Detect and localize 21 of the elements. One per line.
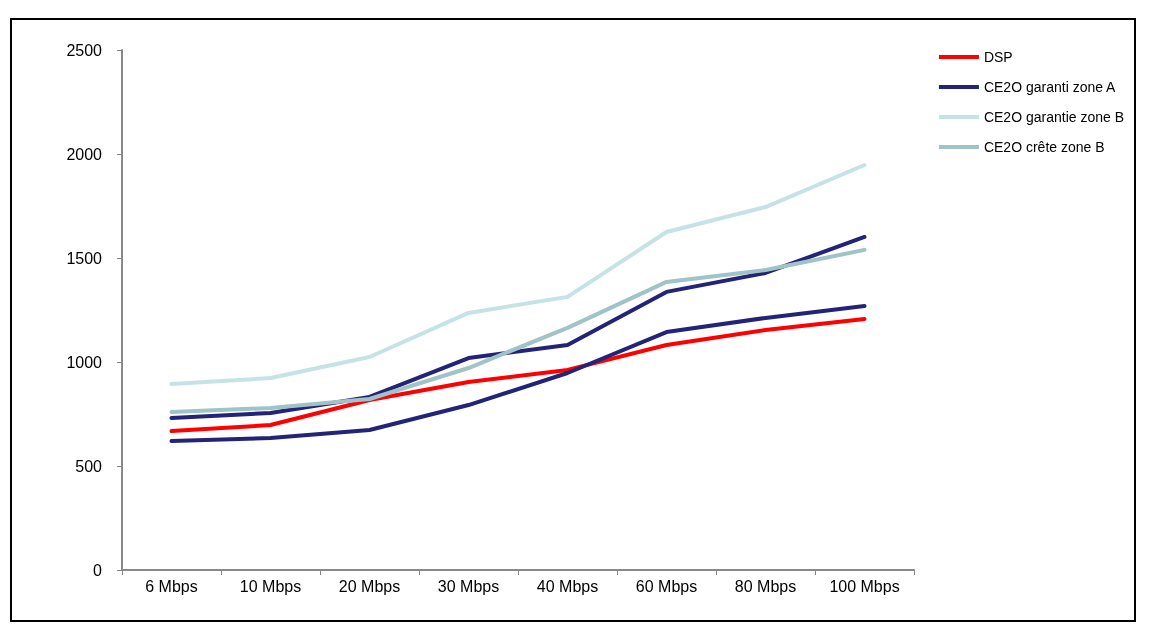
y-tick-label: 500 bbox=[75, 457, 103, 475]
x-tick-label: 100 Mbps bbox=[829, 577, 900, 595]
x-tick-label: 10 Mbps bbox=[239, 577, 302, 595]
y-tick-label: 1000 bbox=[66, 353, 103, 371]
y-tick-label: 1500 bbox=[66, 249, 103, 267]
line-series bbox=[169, 304, 867, 444]
legend-label: DSP bbox=[983, 49, 1013, 65]
line-series bbox=[169, 163, 867, 387]
legend-label: CE2O garantie zone B bbox=[983, 109, 1125, 125]
line-series bbox=[169, 316, 867, 434]
x-tick-label: 30 Mbps bbox=[437, 577, 500, 595]
x-tick-label: 6 Mbps bbox=[145, 577, 198, 595]
x-tick-label: 40 Mbps bbox=[536, 577, 599, 595]
legend-label: CE2O garanti zone A bbox=[983, 79, 1117, 95]
y-tick-label: 2500 bbox=[66, 41, 103, 59]
x-tick-label: 60 Mbps bbox=[635, 577, 698, 595]
y-tick-label: 2000 bbox=[66, 145, 103, 163]
y-tick-label: 0 bbox=[93, 561, 103, 579]
x-tick-label: 20 Mbps bbox=[338, 577, 401, 595]
x-tick-label: 80 Mbps bbox=[734, 577, 797, 595]
legend-label: CE2O crête zone B bbox=[983, 139, 1105, 155]
